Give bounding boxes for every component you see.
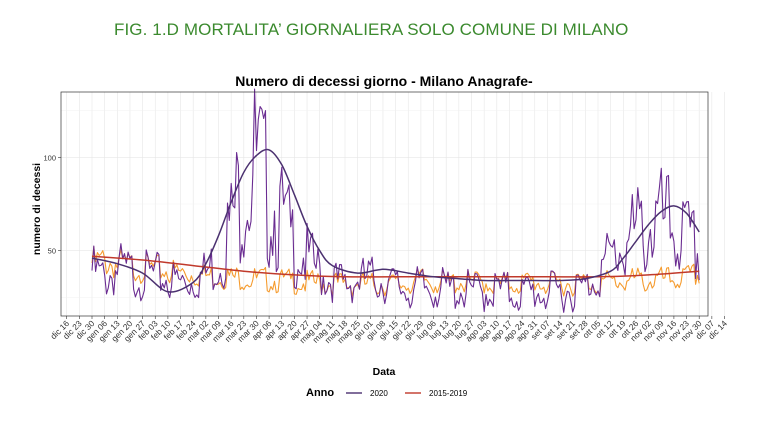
legend-label: 2020 [370, 389, 388, 398]
x-axis-label: Data [373, 366, 396, 378]
y-tick-label: 50 [48, 247, 56, 256]
series-smoothed-2020 [91, 148, 700, 293]
legend: Anno 2020 2015-2019 [306, 387, 468, 399]
legend-label: 2015-2019 [429, 389, 468, 398]
series-smoothed-2015-2019 [91, 255, 700, 278]
series-raw-2020 [91, 88, 700, 313]
gridlines [61, 92, 725, 316]
plot-title: Numero di decessi giorno - Milano Anagra… [235, 73, 533, 89]
plot-border [60, 91, 709, 317]
series-layer [91, 88, 700, 313]
y-axis-label: numero di decessi [31, 163, 43, 255]
y-tick-label: 100 [43, 153, 56, 162]
y-axis: 50 100 [43, 153, 61, 256]
figure-title: FIG. 1.D MORTALITA’ GIORNALIERA SOLO COM… [114, 20, 629, 39]
legend-title: Anno [306, 387, 334, 399]
